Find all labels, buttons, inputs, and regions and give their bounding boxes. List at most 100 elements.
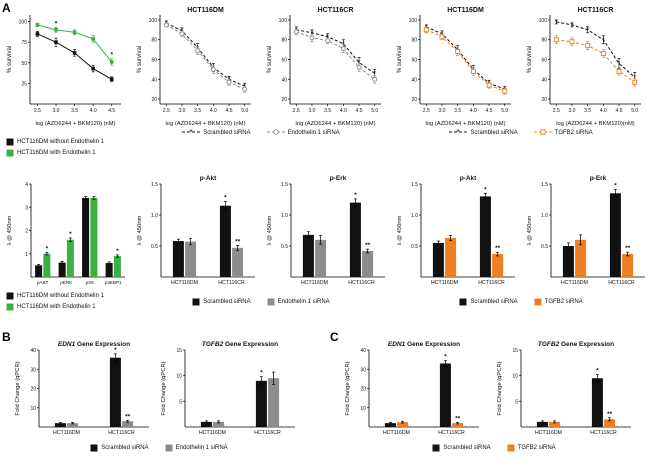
svg-text:λ @ 450nm: λ @ 450nm [397,215,403,245]
legend-item: TGFB2 siRNA [534,298,583,306]
svg-text:*: * [69,231,72,238]
legend-marker-icon [267,298,275,306]
bar-chart-svg: p-Erk 0.5 1.0 1.5 λ @ 450nm HCT116DM HCT116CR *… [267,175,385,286]
svg-text:40: 40 [541,77,547,83]
panel-a-label: A [2,1,11,15]
svg-text:**: ** [365,242,371,249]
svg-text:TGFB2 Gene Expression: TGFB2 Gene Expression [538,341,614,348]
legend-item: TGFB2 siRNA [507,444,556,452]
svg-text:HCT116DM: HCT116DM [53,430,80,436]
svg-text:Fold Change (qPCR): Fold Change (qPCR) [345,361,351,415]
bar-chart-p-akt-tgfb2-sirna: p-Akt 0.5 1.0 1.5 λ @ 450nm HCT116DM HCT116CR *… [394,172,518,290]
svg-text:Fold Change (qPCR): Fold Change (qPCR) [15,361,21,415]
legend-marker-icon [90,444,98,452]
svg-text:3.0: 3.0 [178,108,185,114]
bar-chart-svg: p-Akt 0.5 1.0 1.5 λ @ 450nm HCT116DM HCT116CR *… [137,175,255,286]
legend-marker-icon [533,128,552,137]
svg-text:*: * [114,347,117,354]
bar-chart-svg: 1 2 3 4 λ @ 450nm pAKT * pERK * pS6 p4EBP1 * [7,182,125,285]
legend-label: Scrambled siRNA [470,129,518,136]
bar-chart-tgfb2-expression-tgfb2-sirna: TGFB2 Gene Expression 5 10 15 Fold Change (q… [494,338,634,440]
svg-text:80: 80 [411,38,417,44]
svg-text:log (AZD6244 + BKM120) (nM): log (AZD6244 + BKM120) (nM) [35,121,115,127]
svg-text:4.0: 4.0 [340,108,347,114]
legend-item: Scrambled siRNA [192,298,251,306]
legend-panel-c: Scrambled siRNA TGFB2 siRNA [346,444,642,452]
svg-text:3.5: 3.5 [194,108,201,114]
svg-text:p-Erk: p-Erk [330,175,347,182]
svg-text:100: 100 [279,18,288,24]
svg-text:HCT116DM: HCT116DM [535,430,562,436]
svg-text:EDN1 Gene Expression: EDN1 Gene Expression [58,341,130,348]
svg-text:4.0: 4.0 [210,108,217,114]
svg-text:*: * [444,354,447,361]
svg-text:HCT116CR: HCT116CR [438,430,465,436]
svg-text:10: 10 [512,374,518,380]
svg-text:**: ** [495,245,501,252]
svg-text:HCT116DM: HCT116DM [561,280,588,286]
svg-text:0.5: 0.5 [411,244,418,250]
svg-text:*: * [555,19,558,26]
svg-text:3.0: 3.0 [308,108,315,114]
svg-text:*: * [110,52,113,59]
svg-text:*: * [55,20,58,27]
legend-label: TGFB2 siRNA [544,299,583,305]
svg-text:2.5: 2.5 [293,108,300,114]
svg-text:pERK: pERK [60,280,73,285]
svg-text:λ @ 450nm: λ @ 450nm [137,215,143,245]
svg-text:5: 5 [179,399,182,405]
legend-item: HCT116DM with Endothelin 1 [6,303,132,311]
svg-text:50: 50 [21,61,27,67]
svg-text:25: 25 [21,81,27,87]
svg-text:4.0: 4.0 [90,108,97,114]
svg-text:20: 20 [151,97,157,103]
svg-text:HCT116DM: HCT116DM [383,430,410,436]
legend-item: HCT116DM with Endothelin 1 [6,149,132,157]
svg-text:5.0: 5.0 [241,108,248,114]
svg-text:log (AZD6244 + BKM120) (nM): log (AZD6244 + BKM120) (nM) [295,121,375,127]
legend-marker-icon [6,149,14,157]
line-chart-survival-hct116dm-tgfb2-sirna: HCT116DM 20 40 60 80 100 2.5 3.0 3.5 4.0 4.5 5.0 log… [394,4,518,128]
svg-text:30: 30 [30,367,36,373]
svg-text:*: * [484,186,487,193]
svg-text:60: 60 [541,58,547,64]
svg-text:% survival: % survival [527,46,533,73]
legend-label: Scrambled siRNA [203,129,251,136]
bar-chart-p-erk-endothelin-sirna: p-Erk 0.5 1.0 1.5 λ @ 450nm HCT116DM HCT116CR *… [264,172,388,290]
legend-label: TGFB2 siRNA [517,445,556,451]
svg-text:20: 20 [281,97,287,103]
legend-marker-icon: * [449,128,468,137]
svg-text:% survival: % survival [397,46,403,73]
bar-chart-svg: TGFB2 Gene Expression 5 10 15 Fold Change (q… [161,341,295,436]
svg-text:Fold Change (qPCR): Fold Change (qPCR) [497,361,503,415]
legend-marker-icon [432,444,440,452]
legend-marker-icon [6,303,14,311]
svg-text:p4EBP1: p4EBP1 [105,280,122,285]
svg-text:p-Erk: p-Erk [590,175,607,182]
legend-label: HCT116DM without Endothelin 1 [17,139,104,145]
svg-text:**: ** [235,238,241,245]
svg-text:15: 15 [176,348,182,354]
bar-chart-svg: TGFB2 Gene Expression 5 10 15 Fold Change (q… [497,341,631,436]
svg-text:λ @ 450nm: λ @ 450nm [267,215,273,245]
legend-marker-icon: * [182,128,201,137]
svg-text:2.5: 2.5 [163,108,170,114]
svg-text:HCT116DM: HCT116DM [171,280,198,286]
svg-text:*: * [190,128,193,137]
svg-text:*: * [260,370,263,377]
panel-c-label: C [330,330,339,344]
svg-text:4.0: 4.0 [470,108,477,114]
svg-text:1.5: 1.5 [411,182,418,188]
legend-tgfb2-sirna-bars: Scrambled siRNA TGFB2 siRNA [394,298,648,306]
svg-text:10: 10 [30,406,36,412]
legend-item: TGFB2 siRNA [533,128,593,137]
svg-text:HCT116DM: HCT116DM [431,280,458,286]
legend-label: Scrambled siRNA [203,299,251,305]
svg-text:2.5: 2.5 [423,108,430,114]
svg-text:5: 5 [515,399,518,405]
legend-label: HCT116DM without Endothelin 1 [17,293,104,299]
svg-text:40: 40 [411,77,417,83]
svg-text:3.5: 3.5 [584,108,591,114]
legend-item: * Scrambled siRNA [182,128,251,137]
legend-endothelin-treatment-bars: HCT116DM without Endothelin 1 HCT116DM wi… [6,292,132,311]
